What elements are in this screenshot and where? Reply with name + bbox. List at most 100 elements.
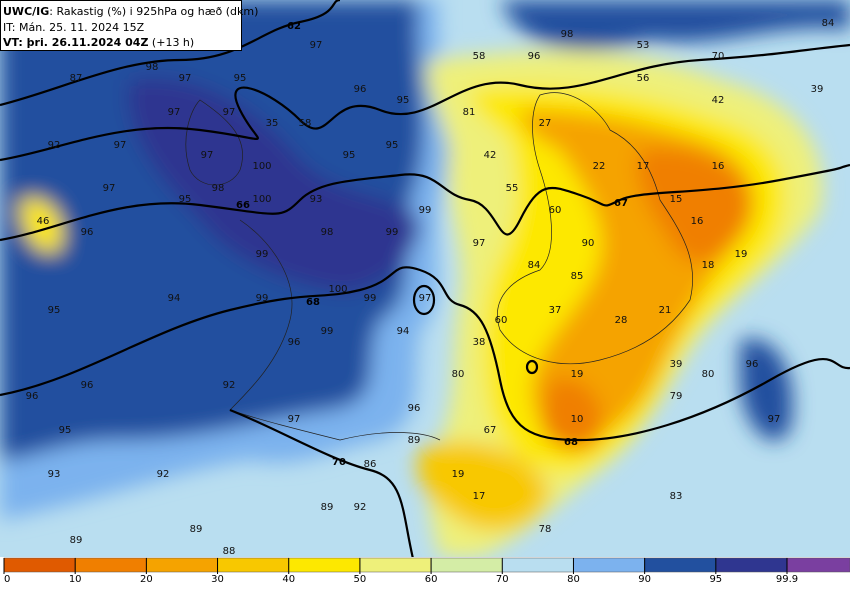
humidity-label: 99 <box>419 205 432 216</box>
humidity-label: 98 <box>561 29 574 40</box>
humidity-label: 99 <box>386 227 399 238</box>
product: UWC/IG <box>3 5 49 18</box>
humidity-label: 37 <box>549 305 562 316</box>
colorbar-segment <box>3 557 76 573</box>
humidity-label: 60 <box>495 315 508 326</box>
humidity-label: 98 <box>212 183 225 194</box>
height-contour <box>0 0 341 107</box>
valid-time: VT: þri. 26.11.2024 04Z <box>3 36 148 49</box>
humidity-label: 22 <box>593 161 606 172</box>
humidity-label: 100 <box>252 161 271 172</box>
humidity-label: 97 <box>168 107 181 118</box>
map-labels: 97 98 53 70 84 87 98 97 95 58 96 56 42 39 96 95 97 97 35 58… <box>26 18 835 557</box>
humidity-label: 80 <box>452 369 465 380</box>
colorbar-segment <box>74 557 147 573</box>
humidity-label: 93 <box>48 469 61 480</box>
humidity-label: 70 <box>712 51 725 62</box>
height-contour <box>525 359 539 375</box>
colorbar-segment <box>644 557 717 573</box>
humidity-label: 98 <box>146 62 159 73</box>
humidity-label: 95 <box>397 95 410 106</box>
colorbar-tick-label: 30 <box>211 574 224 585</box>
humidity-label: 21 <box>659 305 672 316</box>
humidity-label: 97 <box>223 107 236 118</box>
humidity-label: 88 <box>223 546 236 557</box>
humidity-label: 84 <box>528 260 541 271</box>
colorbar-segment <box>430 557 503 573</box>
humidity-label: 96 <box>746 359 759 370</box>
colorbar-tick-label: 10 <box>69 574 82 585</box>
humidity-label: 18 <box>702 260 715 271</box>
colorbar-tick-label: 90 <box>638 574 651 585</box>
humidity-label: 60 <box>549 205 562 216</box>
humidity-label: 87 <box>70 73 83 84</box>
colorbar-tick-label: 20 <box>140 574 153 585</box>
colorbar-segment <box>502 557 574 573</box>
humidity-label: 100 <box>252 194 271 205</box>
humidity-label: 39 <box>670 359 683 370</box>
humidity-label: 95 <box>48 305 61 316</box>
colorbar-segment <box>715 557 788 573</box>
humidity-label: 97 <box>473 238 486 249</box>
height-contour <box>229 408 414 557</box>
humidity-label: 89 <box>408 435 421 446</box>
humidity-label: 98 <box>321 227 334 238</box>
humidity-label: 92 <box>157 469 170 480</box>
colorbar: 0 10 20 30 40 50 60 70 80 90 95 99.9 <box>0 557 850 586</box>
humidity-label: 42 <box>484 150 497 161</box>
humidity-label: 67 <box>484 425 497 436</box>
humidity-label: 16 <box>712 161 725 172</box>
humidity-label: 97 <box>201 150 214 161</box>
colorbar-tick-label: 50 <box>354 574 367 585</box>
humidity-label: 97 <box>419 293 432 304</box>
product-line: UWC/IG: Rakastig (%) i 925hPa og hæð (dk… <box>3 5 258 18</box>
valid-line: VT: þri. 26.11.2024 04Z (+13 h) <box>3 36 194 49</box>
humidity-label: 89 <box>190 524 203 535</box>
humidity-label: 94 <box>397 326 410 337</box>
humidity-label: 78 <box>539 524 552 535</box>
humidity-label: 99 <box>256 249 269 260</box>
humidity-label: 99 <box>364 293 377 304</box>
colorbar-tick-label: 40 <box>282 574 295 585</box>
height-contour <box>0 43 850 162</box>
colorbar-tick-label: 99.9 <box>776 574 798 585</box>
colorbar-tick-label: 60 <box>425 574 438 585</box>
humidity-label: 97 <box>114 140 127 151</box>
height-contour <box>0 266 850 442</box>
colorbar-tick-label: 0 <box>4 574 10 585</box>
humidity-label: 42 <box>712 95 725 106</box>
humidity-label: 81 <box>463 107 476 118</box>
height-label: 67 <box>614 198 628 209</box>
colorbar-segment <box>217 557 289 573</box>
humidity-label: 97 <box>768 414 781 425</box>
humidity-label: 96 <box>81 380 94 391</box>
height-label: 68 <box>306 297 320 308</box>
humidity-label: 19 <box>571 369 584 380</box>
humidity-label: 15 <box>670 194 683 205</box>
humidity-label: 95 <box>386 140 399 151</box>
height-contour <box>412 284 436 316</box>
colorbar-tick-label: 80 <box>567 574 580 585</box>
humidity-label: 17 <box>637 161 650 172</box>
lead-time: (+13 h) <box>148 36 194 49</box>
humidity-label: 19 <box>735 249 748 260</box>
humidity-label: 96 <box>81 227 94 238</box>
humidity-label: 95 <box>179 194 192 205</box>
description: : Rakastig (%) i 925hPa og hæð (dkm) <box>49 5 258 18</box>
humidity-label: 58 <box>299 118 312 129</box>
humidity-label: 80 <box>702 369 715 380</box>
humidity-label: 17 <box>473 491 486 502</box>
humidity-label: 90 <box>582 238 595 249</box>
humidity-label: 56 <box>637 73 650 84</box>
height-contour <box>0 163 850 242</box>
humidity-label: 35 <box>266 118 279 129</box>
humidity-label: 97 <box>103 183 116 194</box>
humidity-label: 89 <box>70 535 83 546</box>
humidity-label: 83 <box>670 491 683 502</box>
height-label: 66 <box>236 200 250 211</box>
colorbar-segment <box>786 557 850 573</box>
humidity-label: 58 <box>473 51 486 62</box>
humidity-label: 94 <box>168 293 181 304</box>
